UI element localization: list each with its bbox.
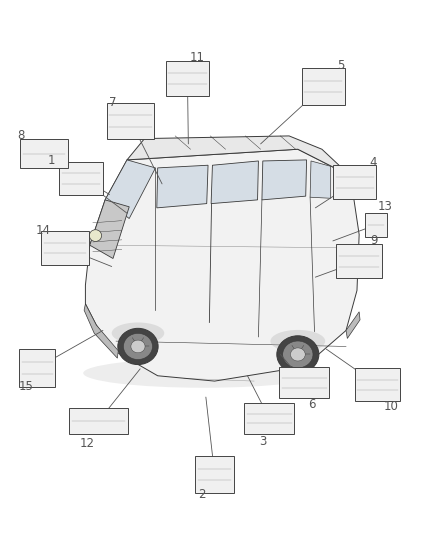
Ellipse shape: [290, 348, 305, 361]
Polygon shape: [157, 165, 208, 208]
Text: 5: 5: [337, 59, 344, 71]
Text: 15: 15: [19, 380, 34, 393]
FancyBboxPatch shape: [166, 61, 209, 96]
Text: 10: 10: [383, 400, 398, 413]
Ellipse shape: [283, 341, 313, 368]
Text: 2: 2: [198, 488, 206, 501]
Polygon shape: [262, 160, 307, 200]
FancyBboxPatch shape: [69, 408, 128, 434]
Text: 13: 13: [378, 200, 393, 213]
FancyBboxPatch shape: [301, 68, 345, 104]
FancyBboxPatch shape: [355, 368, 400, 401]
Text: 11: 11: [190, 51, 205, 64]
FancyBboxPatch shape: [106, 102, 154, 139]
Ellipse shape: [83, 358, 324, 388]
FancyBboxPatch shape: [244, 403, 294, 434]
Ellipse shape: [277, 336, 319, 373]
FancyBboxPatch shape: [41, 231, 88, 265]
Polygon shape: [127, 136, 350, 176]
FancyBboxPatch shape: [336, 244, 382, 278]
FancyBboxPatch shape: [365, 213, 387, 237]
Text: 7: 7: [109, 96, 117, 109]
Polygon shape: [84, 304, 118, 358]
Polygon shape: [105, 160, 155, 219]
Text: 4: 4: [370, 156, 378, 169]
Polygon shape: [211, 161, 258, 204]
Text: 1: 1: [48, 155, 56, 167]
Polygon shape: [90, 200, 129, 259]
Text: 8: 8: [18, 130, 25, 142]
FancyBboxPatch shape: [195, 456, 234, 492]
Ellipse shape: [118, 328, 158, 365]
FancyBboxPatch shape: [20, 139, 67, 168]
FancyBboxPatch shape: [60, 162, 102, 195]
FancyBboxPatch shape: [354, 245, 361, 273]
Ellipse shape: [112, 322, 164, 344]
Ellipse shape: [271, 330, 325, 352]
Text: 6: 6: [308, 398, 316, 410]
Polygon shape: [310, 161, 331, 198]
Text: 12: 12: [79, 437, 94, 450]
Ellipse shape: [131, 340, 145, 353]
FancyBboxPatch shape: [279, 367, 329, 399]
Ellipse shape: [89, 230, 102, 241]
Text: 14: 14: [35, 224, 50, 237]
Ellipse shape: [124, 334, 152, 359]
Polygon shape: [85, 149, 359, 381]
FancyBboxPatch shape: [333, 165, 376, 199]
FancyBboxPatch shape: [19, 349, 55, 387]
Text: 9: 9: [371, 235, 378, 247]
Text: 3: 3: [259, 435, 266, 448]
Polygon shape: [346, 312, 360, 338]
